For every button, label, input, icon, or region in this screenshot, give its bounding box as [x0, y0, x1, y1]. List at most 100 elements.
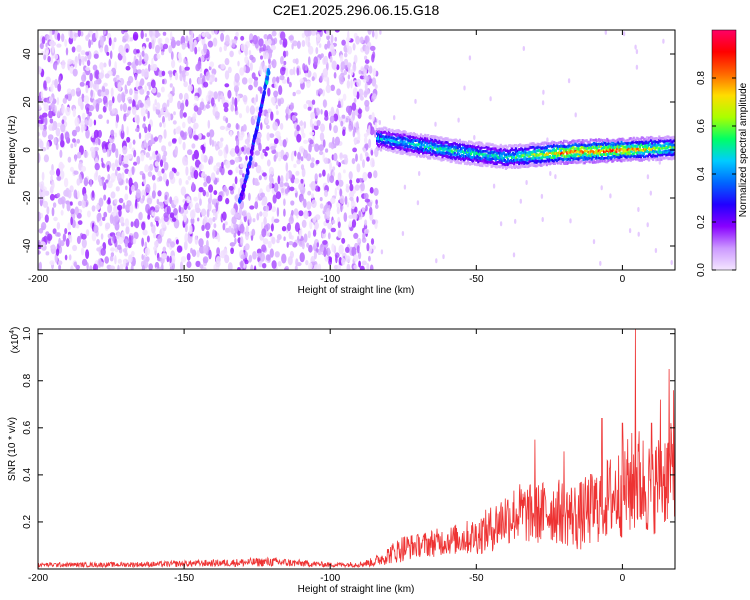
spectrogram-cell: [387, 133, 390, 136]
spectrogram-cell: [469, 150, 472, 153]
spectrogram-cell: [110, 191, 116, 199]
spectrogram-cell: [346, 39, 350, 49]
spectrogram-cell: [141, 221, 146, 231]
spectrogram-cell: [604, 30, 607, 35]
spectrogram-cell: [669, 142, 672, 145]
spectrogram-cell: [319, 203, 324, 209]
spectrogram-cell: [126, 80, 131, 86]
spectrogram-cell: [146, 90, 150, 96]
spectrogram-cell: [157, 170, 162, 177]
spectrogram-cell: [607, 159, 610, 162]
spectrogram-cell: [449, 146, 452, 150]
spectrogram-cell: [493, 153, 496, 157]
spectrogram-cell: [185, 166, 189, 176]
spectrogram-cell: [92, 82, 97, 90]
spectrogram-cell: [334, 36, 338, 42]
spectrogram-cell: [43, 54, 47, 61]
spectrogram-cell: [158, 266, 162, 270]
spectrogram-cell: [219, 46, 223, 53]
spectrogram-cell: [213, 190, 218, 196]
spectrogram-cell: [94, 138, 99, 146]
spectrogram-cell: [356, 78, 362, 87]
spectrogram-cell: [634, 44, 637, 50]
spectrogram-cell: [134, 218, 140, 229]
spectrogram-cell: [352, 63, 357, 73]
spectrogram-cell: [124, 252, 128, 257]
spectrogram-cell: [253, 76, 259, 82]
spectrogram-cell: [594, 157, 597, 160]
spectrogram-cell: [359, 95, 364, 101]
spectrogram-cell: [260, 55, 263, 60]
spectrogram-cell: [350, 69, 354, 76]
spectrogram-cell: [331, 243, 335, 252]
spectrogram-cell: [309, 118, 313, 128]
spectrogram-cell: [288, 81, 292, 88]
spectrogram-cell: [560, 140, 563, 144]
spectrogram-cell: [621, 144, 624, 147]
spectrogram-cell: [144, 103, 147, 108]
spectrogram-cell: [115, 186, 120, 192]
spectrogram-cell: [56, 168, 61, 177]
spectrogram-cell: [343, 58, 349, 66]
spectrogram-cell: [657, 137, 660, 140]
spectrogram-cell: [569, 158, 572, 162]
spectrogram-cell: [244, 66, 251, 74]
spectrogram-cell: [584, 153, 587, 156]
spectrogram-cell: [644, 138, 648, 141]
spectrogram-cell: [67, 189, 72, 199]
spectrogram-cell: [637, 207, 640, 212]
spectrogram-cell: [457, 152, 460, 156]
spectrogram-cell: [101, 176, 105, 187]
spectrogram-cell: [186, 253, 191, 261]
spectrogram-cell: [605, 139, 608, 143]
spectrogram-cell: [500, 161, 503, 164]
spectrogram-cell: [212, 37, 218, 47]
spectrogram-cell: [609, 193, 612, 199]
spectrogram-cell: [161, 154, 167, 163]
spectrogram-cell: [542, 143, 545, 146]
spectrogram-cell: [515, 156, 518, 159]
spectrogram-cell: [119, 216, 125, 224]
spectrogram-cell: [199, 198, 202, 206]
spectrogram-cell: [418, 135, 422, 138]
spectrogram-cell: [629, 155, 632, 159]
spectrogram-cell: [170, 39, 176, 49]
spectrogram-cell: [209, 129, 215, 138]
spectrogram-cell: [40, 212, 43, 219]
spectrogram-cell: [128, 98, 133, 104]
spectrogram-cell: [70, 265, 74, 270]
spectrogram-cell: [316, 242, 319, 248]
spectrogram-cell: [378, 144, 381, 148]
spectrogram-cell: [106, 51, 110, 56]
spectrogram-cell: [86, 107, 90, 115]
spectrogram-cell: [256, 212, 260, 221]
spectrogram-cell: [604, 141, 607, 145]
spectrogram-cell: [39, 42, 44, 50]
spectrogram-cell: [154, 161, 159, 167]
spectrogram-cell: [630, 150, 633, 153]
spectrogram-cell: [231, 216, 237, 225]
spectrogram-cell: [74, 61, 78, 69]
spectrogram-cell: [393, 147, 396, 150]
spectrogram-cell: [609, 145, 612, 149]
spectrogram-cell: [654, 142, 657, 146]
spectrogram-cell: [267, 108, 272, 113]
spectrogram-cell: [587, 155, 590, 159]
spectrogram-cell: [395, 134, 398, 137]
spectrogram-cell: [169, 212, 175, 219]
spectrogram-cell: [631, 147, 634, 150]
spectrogram-cell: [283, 60, 287, 66]
spectrogram-cell: [229, 130, 233, 137]
spectrogram-cell: [60, 209, 64, 216]
spectrogram-cell: [108, 37, 112, 47]
spectrogram-cell: [56, 97, 60, 106]
spectrogram-cell: [597, 149, 601, 152]
spectrogram-cell: [60, 139, 65, 148]
spectrogram-cell: [560, 162, 563, 165]
spectrogram-cell: [343, 169, 346, 174]
snr-y-label: SNR (10 * v/v): [7, 417, 18, 481]
spectrogram-cell: [72, 68, 78, 77]
spectrogram-cell: [310, 30, 317, 36]
spectrogram-cell: [614, 156, 617, 159]
spectrogram-cell: [230, 149, 234, 156]
